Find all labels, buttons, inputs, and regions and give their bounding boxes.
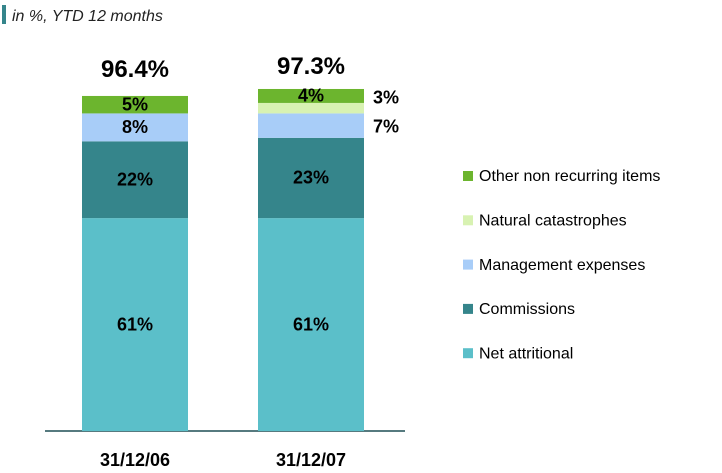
bar-segment [82,95,188,114]
legend-label: Commissions [479,301,575,318]
legend-label: Other non recurring items [479,168,660,185]
bar-segment [258,218,364,431]
bar-segment [258,113,364,138]
data-label: 3% [373,88,399,108]
subtitle-marker [2,5,6,24]
bar-segment [258,88,364,103]
legend-swatch [463,348,473,359]
x-tick-label: 31/12/06 [100,450,170,470]
legend-swatch [463,171,473,181]
subtitle: in %, YTD 12 months [12,8,163,25]
data-label: 23% [293,168,329,188]
bar-segment [82,218,188,431]
legend-swatch [463,215,473,226]
data-label: 61% [117,314,153,334]
x-tick-label: 31/12/07 [276,450,346,470]
total-label: 96.4% [101,56,169,83]
data-label: 5% [122,94,148,114]
data-label: 7% [373,116,399,136]
data-label: 61% [293,314,329,334]
legend-label: Net attritional [479,345,573,362]
bar-segment [258,102,364,114]
bar-segment [258,137,364,219]
data-label: 22% [117,169,153,189]
legend-label: Management expenses [479,257,645,274]
bar-segment [82,141,188,219]
legend-label: Natural catastrophes [479,213,627,230]
total-label: 97.3% [277,53,345,80]
data-label: 4% [298,86,324,106]
legend-swatch [463,259,473,270]
bar-segment [82,113,188,142]
legend-swatch [463,303,473,314]
data-label: 8% [122,117,148,137]
